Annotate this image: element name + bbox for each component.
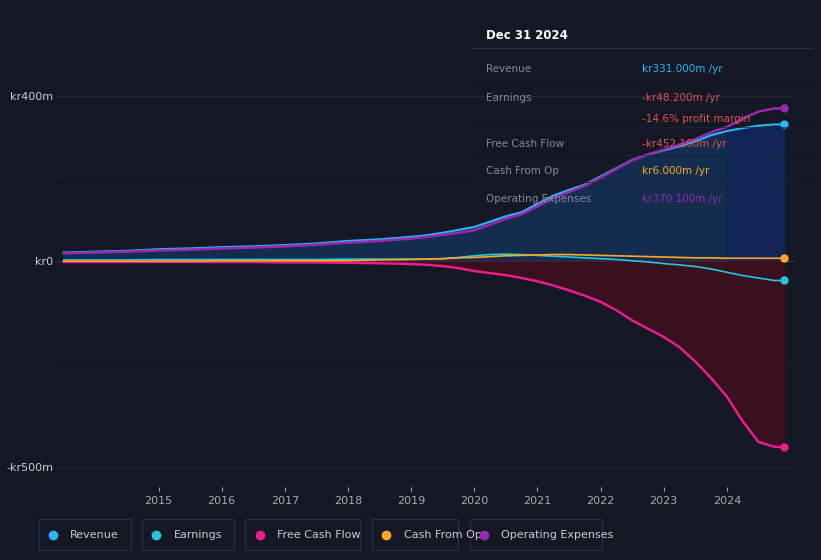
Text: Dec 31 2024: Dec 31 2024 xyxy=(486,29,567,41)
Text: Revenue: Revenue xyxy=(71,530,119,540)
Text: Earnings: Earnings xyxy=(174,530,222,540)
Text: kr331.000m /yr: kr331.000m /yr xyxy=(643,64,723,73)
Text: Operating Expenses: Operating Expenses xyxy=(502,530,613,540)
Text: Free Cash Flow: Free Cash Flow xyxy=(277,530,360,540)
Text: Cash From Op: Cash From Op xyxy=(486,166,559,176)
Text: Cash From Op: Cash From Op xyxy=(404,530,481,540)
Text: kr370.100m /yr: kr370.100m /yr xyxy=(643,194,723,204)
Text: Revenue: Revenue xyxy=(486,64,531,73)
Text: Earnings: Earnings xyxy=(486,93,531,103)
Text: -kr452.100m /yr: -kr452.100m /yr xyxy=(643,139,727,149)
Text: -14.6% profit margin: -14.6% profit margin xyxy=(643,114,751,124)
Text: Operating Expenses: Operating Expenses xyxy=(486,194,591,204)
Text: -kr48.200m /yr: -kr48.200m /yr xyxy=(643,93,720,103)
Text: kr6.000m /yr: kr6.000m /yr xyxy=(643,166,710,176)
Text: Free Cash Flow: Free Cash Flow xyxy=(486,139,564,149)
